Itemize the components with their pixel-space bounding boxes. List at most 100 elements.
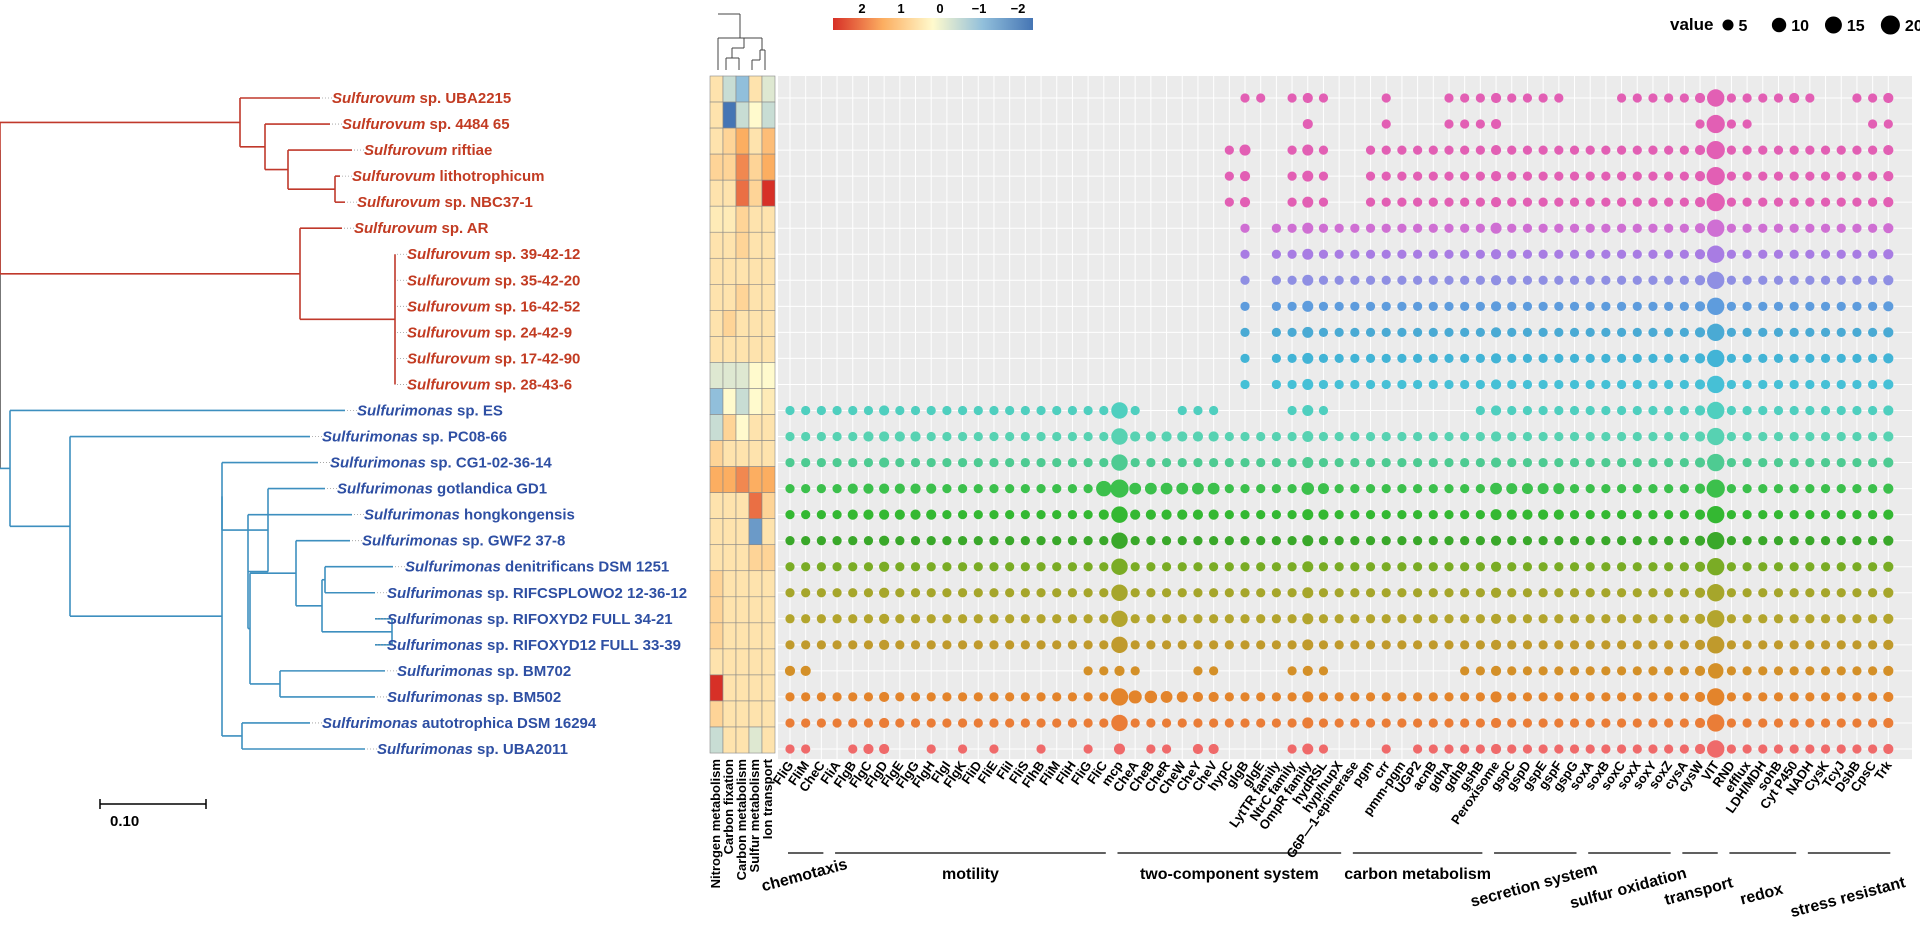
bubble bbox=[832, 431, 842, 442]
bubble bbox=[1836, 510, 1846, 520]
bubble bbox=[1538, 562, 1548, 572]
bubble bbox=[879, 457, 890, 468]
bubble bbox=[973, 588, 983, 598]
bubble bbox=[1726, 692, 1737, 702]
bubble bbox=[1679, 692, 1689, 702]
bubble bbox=[1522, 588, 1533, 598]
bubble bbox=[1852, 301, 1862, 311]
bubble bbox=[1209, 536, 1219, 546]
bubble bbox=[1694, 353, 1706, 364]
bubble bbox=[1538, 614, 1548, 624]
bubble bbox=[1883, 327, 1894, 338]
bubble bbox=[1193, 614, 1203, 624]
size-legend-value: 10 bbox=[1791, 18, 1809, 35]
bubble bbox=[1569, 536, 1580, 546]
bubble bbox=[1836, 718, 1846, 728]
bubble bbox=[1773, 640, 1784, 650]
bubble bbox=[1428, 510, 1438, 520]
heatmap-cell bbox=[722, 127, 737, 155]
bubble bbox=[1742, 562, 1752, 572]
bubble bbox=[926, 588, 936, 598]
bubble bbox=[1789, 666, 1799, 676]
bubble bbox=[910, 588, 921, 598]
bubble bbox=[801, 536, 811, 546]
bubble bbox=[1883, 691, 1894, 703]
taxon-genus: Sulfurimonas bbox=[337, 481, 433, 498]
bubble bbox=[1789, 171, 1799, 181]
bubble bbox=[1083, 562, 1093, 572]
bubble bbox=[1460, 353, 1470, 364]
bubble bbox=[1224, 692, 1234, 702]
bubble bbox=[1522, 536, 1533, 546]
bubble bbox=[1381, 223, 1391, 233]
bubble bbox=[1130, 405, 1140, 416]
bubble bbox=[926, 405, 936, 416]
bubble bbox=[1836, 588, 1846, 598]
heatmap-cell bbox=[735, 648, 750, 676]
bubble bbox=[1020, 718, 1030, 728]
taxon-strain: sp. 4484 65 bbox=[425, 116, 509, 133]
heatmap-cell bbox=[722, 596, 737, 624]
bubble bbox=[1883, 119, 1893, 129]
bubble bbox=[957, 510, 968, 520]
bubble bbox=[1161, 431, 1172, 442]
heatmap-cell bbox=[709, 674, 724, 702]
bubble bbox=[1130, 562, 1140, 572]
taxon-label: Sulfurovum sp. AR bbox=[354, 220, 489, 237]
bubble bbox=[1707, 427, 1725, 446]
heatmap-cell bbox=[735, 153, 750, 181]
bubble bbox=[895, 405, 905, 416]
bubble bbox=[1287, 197, 1297, 207]
bubble bbox=[1193, 562, 1203, 572]
bubble bbox=[1460, 562, 1470, 572]
bubble bbox=[1192, 691, 1204, 703]
bubble bbox=[1805, 692, 1815, 702]
bubble bbox=[1460, 249, 1470, 259]
taxon-genus: Sulfurovum bbox=[407, 376, 490, 393]
bubble bbox=[1381, 692, 1391, 702]
bubble bbox=[1585, 249, 1595, 259]
bubble bbox=[1648, 483, 1658, 494]
bubble bbox=[1490, 92, 1502, 104]
bubble bbox=[1836, 431, 1846, 442]
bubble bbox=[1381, 327, 1391, 337]
bubble bbox=[1083, 457, 1093, 468]
bubble bbox=[1694, 665, 1706, 676]
bubble bbox=[1805, 431, 1815, 442]
heatmap-cell bbox=[709, 440, 724, 467]
bubble bbox=[1883, 743, 1894, 755]
bubble bbox=[832, 536, 842, 546]
bubble bbox=[1052, 405, 1062, 416]
bubble bbox=[1664, 301, 1674, 311]
bubble bbox=[1161, 509, 1172, 520]
bubble bbox=[1679, 171, 1689, 181]
heatmap-column-label: Sulfur metabolism bbox=[747, 759, 762, 872]
heatmap-cell bbox=[761, 257, 776, 285]
bubble bbox=[1632, 93, 1642, 103]
bubble bbox=[1318, 197, 1329, 207]
bubble bbox=[1789, 562, 1799, 572]
bubble bbox=[1679, 93, 1689, 103]
bubble bbox=[1789, 353, 1799, 364]
bubble bbox=[1538, 249, 1548, 259]
bubble bbox=[1052, 483, 1062, 494]
bubble bbox=[1130, 718, 1140, 728]
bubble bbox=[1758, 223, 1768, 233]
bubble bbox=[1240, 692, 1250, 702]
bubble bbox=[1256, 640, 1266, 650]
bubble bbox=[1616, 614, 1627, 624]
bubble bbox=[1538, 197, 1548, 207]
bubble bbox=[1365, 588, 1376, 598]
heatmap-cell bbox=[748, 544, 763, 572]
bubble bbox=[1868, 145, 1878, 155]
bubble bbox=[1726, 588, 1737, 598]
taxon-strain: sp. NBC37-1 bbox=[440, 194, 533, 211]
bubble bbox=[1381, 197, 1391, 207]
bubble bbox=[1694, 301, 1706, 312]
bubble bbox=[1553, 509, 1564, 520]
bubble bbox=[1287, 483, 1297, 494]
bubble bbox=[1742, 614, 1752, 624]
bubble bbox=[1569, 510, 1580, 520]
bubble bbox=[1302, 352, 1314, 364]
bubble bbox=[1852, 483, 1862, 494]
